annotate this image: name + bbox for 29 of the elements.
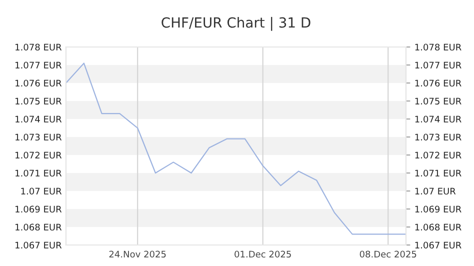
y2-tick-label: 1.075 EUR <box>415 98 462 105</box>
y2-tick-label: 1.078 EUR <box>415 44 462 51</box>
y-tick-label: 1.075 EUR <box>16 98 62 105</box>
y-tick-label: 1.071 EUR <box>16 170 62 177</box>
y2-tick-label: 1.076 EUR <box>415 80 462 87</box>
y2-tick-label: 1.077 EUR <box>415 62 462 69</box>
y-tick-label: 1.068 EUR <box>16 224 62 231</box>
y-tick-label: 1.072 EUR <box>16 152 62 159</box>
y2-tick-label: 1.068 EUR <box>415 224 462 231</box>
y-tick-label: 1.078 EUR <box>16 44 62 51</box>
y-tick-label: 1.07 EUR <box>21 188 62 195</box>
chart-title: CHF/EUR Chart | 31 D <box>162 16 310 31</box>
y-tick-label: 1.074 EUR <box>16 116 62 123</box>
x-tick-label: 24.Nov 2025 <box>109 250 166 258</box>
x-tick-label: 01.Dec 2025 <box>234 250 291 258</box>
y-tick-label: 1.069 EUR <box>16 206 62 213</box>
y-tick-label: 1.076 EUR <box>16 80 62 87</box>
y2-tick-label: 1.069 EUR <box>415 206 462 213</box>
line-series <box>66 62 406 235</box>
y-tick-label: 1.077 EUR <box>16 62 62 69</box>
y2-tick-label: 1.071 EUR <box>415 170 462 177</box>
y2-tick-label: 1.073 EUR <box>415 134 462 141</box>
y-tick-label: 1.067 EUR <box>16 242 62 249</box>
y2-tick-label: 1.074 EUR <box>415 116 462 123</box>
y2-tick-label: 1.067 EUR <box>415 242 462 249</box>
y2-tick-label: 1.072 EUR <box>415 152 462 159</box>
y2-tick-label: 1.07 EUR <box>415 188 456 195</box>
y-tick-label: 1.073 EUR <box>16 134 62 141</box>
x-tick-label: 08.Dec 2025 <box>360 250 416 258</box>
